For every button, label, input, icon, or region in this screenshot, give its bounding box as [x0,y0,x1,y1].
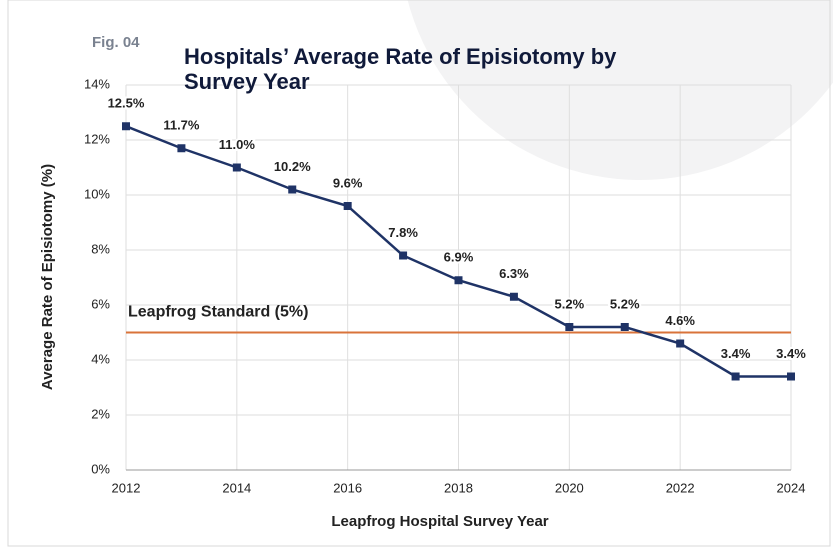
data-label: 10.2% [274,159,311,174]
data-point [343,202,352,210]
data-point [232,163,241,172]
data-point [454,276,463,285]
data-label: 3.4% [721,346,751,361]
data-label: 6.9% [444,250,474,265]
data-point [122,122,130,131]
data-label: 3.4% [776,346,806,361]
figure-label: Fig. 04 [92,34,140,51]
y-tick-label: 4% [91,351,110,366]
data-label: 4.6% [665,313,695,328]
background-circle [407,0,833,180]
data-label: 11.7% [163,118,200,133]
data-label: 11.0% [219,137,256,152]
data-point [288,185,297,194]
x-axis-label: Leapfrog Hospital Survey Year [331,513,548,530]
data-point [509,292,518,301]
data-point [620,323,629,331]
data-label: 9.6% [333,175,363,190]
frame [7,0,831,547]
x-tick-label: 2020 [555,480,584,495]
x-tick-label: 2022 [666,480,695,495]
data-point [177,144,186,153]
data-point [676,339,685,348]
data-point [399,251,408,260]
data-point [731,372,740,381]
data-label: 6.3% [499,266,529,281]
x-tick-label: 2016 [333,480,362,495]
x-tick-label: 2018 [444,480,473,495]
grid [125,84,792,471]
y-tick-label: 6% [91,296,110,311]
data-label: 5.2% [555,296,585,311]
reference-label: Leapfrog Standard (5%) [128,304,308,321]
x-tick-label: 2014 [222,480,251,495]
y-tick-label: 14% [84,76,110,91]
data-label: 7.8% [388,225,418,240]
data-point [565,323,574,331]
data-point [787,372,795,381]
x-tick-label: 2012 [112,480,141,495]
x-tick-label: 2024 [777,480,806,495]
y-axis-label: Average Rate of Episiotomy (%) [39,164,56,390]
y-tick-label: 2% [91,406,110,421]
chart-title: Hospitals’ Average Rate of Episiotomy by… [184,44,617,94]
y-tick-label: 8% [91,241,110,256]
data-label: 12.5% [108,96,145,111]
y-tick-label: 10% [84,186,110,201]
y-tick-label: 12% [84,131,110,146]
data-label: 5.2% [610,296,640,311]
y-tick-label: 0% [91,461,110,476]
